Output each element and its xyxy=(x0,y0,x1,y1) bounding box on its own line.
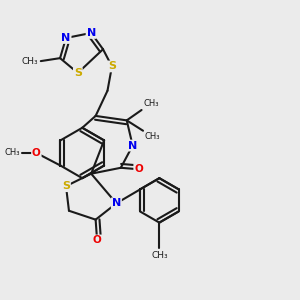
Text: CH₃: CH₃ xyxy=(143,99,158,108)
Text: N: N xyxy=(128,141,137,151)
Text: S: S xyxy=(62,181,70,191)
Text: CH₃: CH₃ xyxy=(151,251,168,260)
Text: O: O xyxy=(134,164,143,174)
Text: N: N xyxy=(112,198,121,208)
Text: O: O xyxy=(32,148,41,158)
Text: CH₃: CH₃ xyxy=(22,57,38,66)
Text: CH₃: CH₃ xyxy=(145,132,160,141)
Text: S: S xyxy=(108,61,116,71)
Text: N: N xyxy=(87,28,96,38)
Text: N: N xyxy=(61,33,70,43)
Text: S: S xyxy=(74,68,82,78)
Text: O: O xyxy=(93,236,101,245)
Text: CH₃: CH₃ xyxy=(4,148,20,158)
